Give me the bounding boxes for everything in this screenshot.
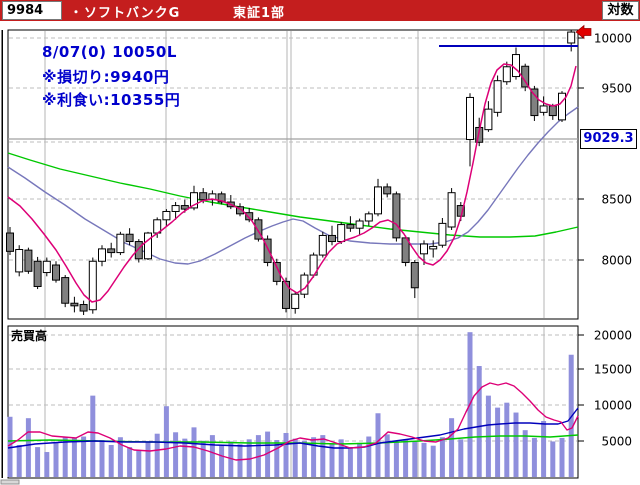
- trade-entry-annotation: 8/07(0) 10050L: [42, 43, 177, 61]
- scale-toggle[interactable]: 対数: [602, 1, 639, 20]
- price-ma-short-line: [7, 63, 577, 303]
- axis-labels: 10000 9500 8500 8000 20000 15000 10000 5000: [578, 32, 632, 449]
- volume-panel-label: 売買高: [11, 329, 48, 343]
- entry-arrow-icon: [575, 24, 592, 40]
- volume-ma-short-line: [7, 382, 579, 461]
- market-name: 東証1部: [233, 6, 286, 21]
- stock-code: 9984: [2, 1, 62, 20]
- volume-ma-blue-line: [7, 407, 579, 449]
- axis-tick-label: 8500: [601, 193, 632, 207]
- title-bar: 9984 ・ ソフトバンクG 東証1部 対数: [0, 0, 640, 21]
- axis-tick-label: 10000: [594, 32, 632, 46]
- current-price-badge: 9029.3: [580, 129, 637, 149]
- price-ma-long-line: [7, 152, 579, 238]
- axis-tick-label: 8000: [601, 254, 632, 268]
- axis-tick-label: 5000: [601, 435, 632, 449]
- axis-tick-label: 9500: [601, 82, 632, 96]
- axis-tick-label: 15000: [594, 363, 632, 377]
- bullet-icon: ・: [70, 5, 83, 19]
- axis-tick-label: 20000: [594, 329, 632, 343]
- take-profit-annotation: ※利食い:10355円: [42, 91, 181, 109]
- stock-name: ソフトバンクG: [84, 6, 181, 21]
- stop-loss-annotation: ※損切り:9940円: [42, 68, 170, 86]
- axis-tick-label: 10000: [594, 399, 632, 413]
- candles-layer: [6, 30, 576, 315]
